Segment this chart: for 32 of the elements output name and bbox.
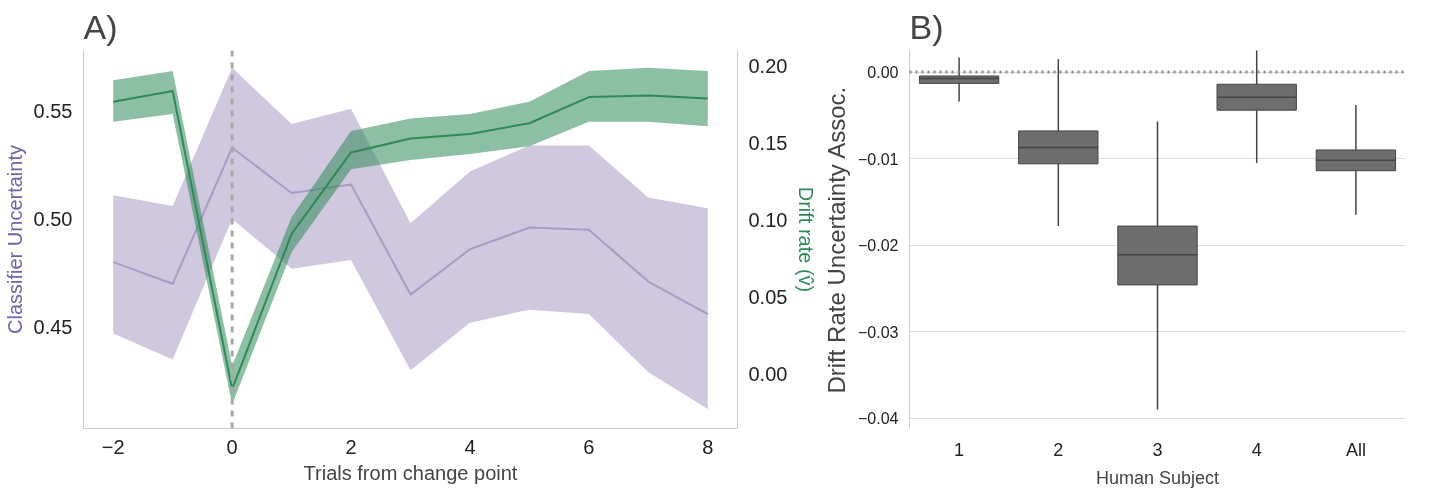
- y2-tick-label: 0.00: [748, 362, 788, 385]
- x-axis-title: Human Subject: [1095, 467, 1220, 488]
- x-tick-label: 0: [226, 435, 238, 458]
- y-tick-label: 0.00: [867, 64, 899, 82]
- y-tick-label: −0.04: [858, 410, 899, 428]
- x-tick-label: 2: [1053, 439, 1064, 460]
- x-tick-label: 1: [954, 439, 965, 460]
- y2-tick-label: 0.10: [748, 209, 788, 232]
- y2-tick-label: 0.05: [748, 285, 788, 308]
- y2-tick-label: 0.15: [748, 132, 788, 155]
- x-tick-label: 8: [702, 435, 714, 458]
- y2-axis-title: Drift rate (v̂): [795, 186, 818, 293]
- y-tick-label: −0.02: [858, 237, 899, 255]
- y-axis-title: Drift Rate Uncertainty Assoc.: [823, 86, 851, 394]
- y-tick-label: −0.01: [858, 150, 899, 168]
- line-series: [112, 146, 709, 316]
- y-tick-label: −0.03: [858, 323, 899, 341]
- x-tick-label: 2: [345, 435, 357, 458]
- y-tick-label: 0.45: [33, 315, 73, 338]
- y2-tick-label: 0.20: [748, 55, 788, 78]
- x-tick-label: 6: [583, 435, 595, 458]
- y-axis-title: Classifier Uncertainty: [3, 145, 26, 334]
- y-tick-label: 0.55: [33, 99, 73, 122]
- y-tick-label: 0.50: [33, 207, 73, 230]
- x-tick-label: 4: [464, 435, 476, 458]
- x-tick-label: −2: [101, 435, 125, 458]
- x-tick-label: All: [1345, 439, 1366, 460]
- x-tick-label: 3: [1152, 439, 1163, 460]
- x-tick-label: 4: [1251, 439, 1262, 460]
- chart-title: A): [83, 7, 118, 46]
- chart-title: B): [909, 7, 944, 46]
- x-axis-title: Trials from change point: [303, 461, 518, 484]
